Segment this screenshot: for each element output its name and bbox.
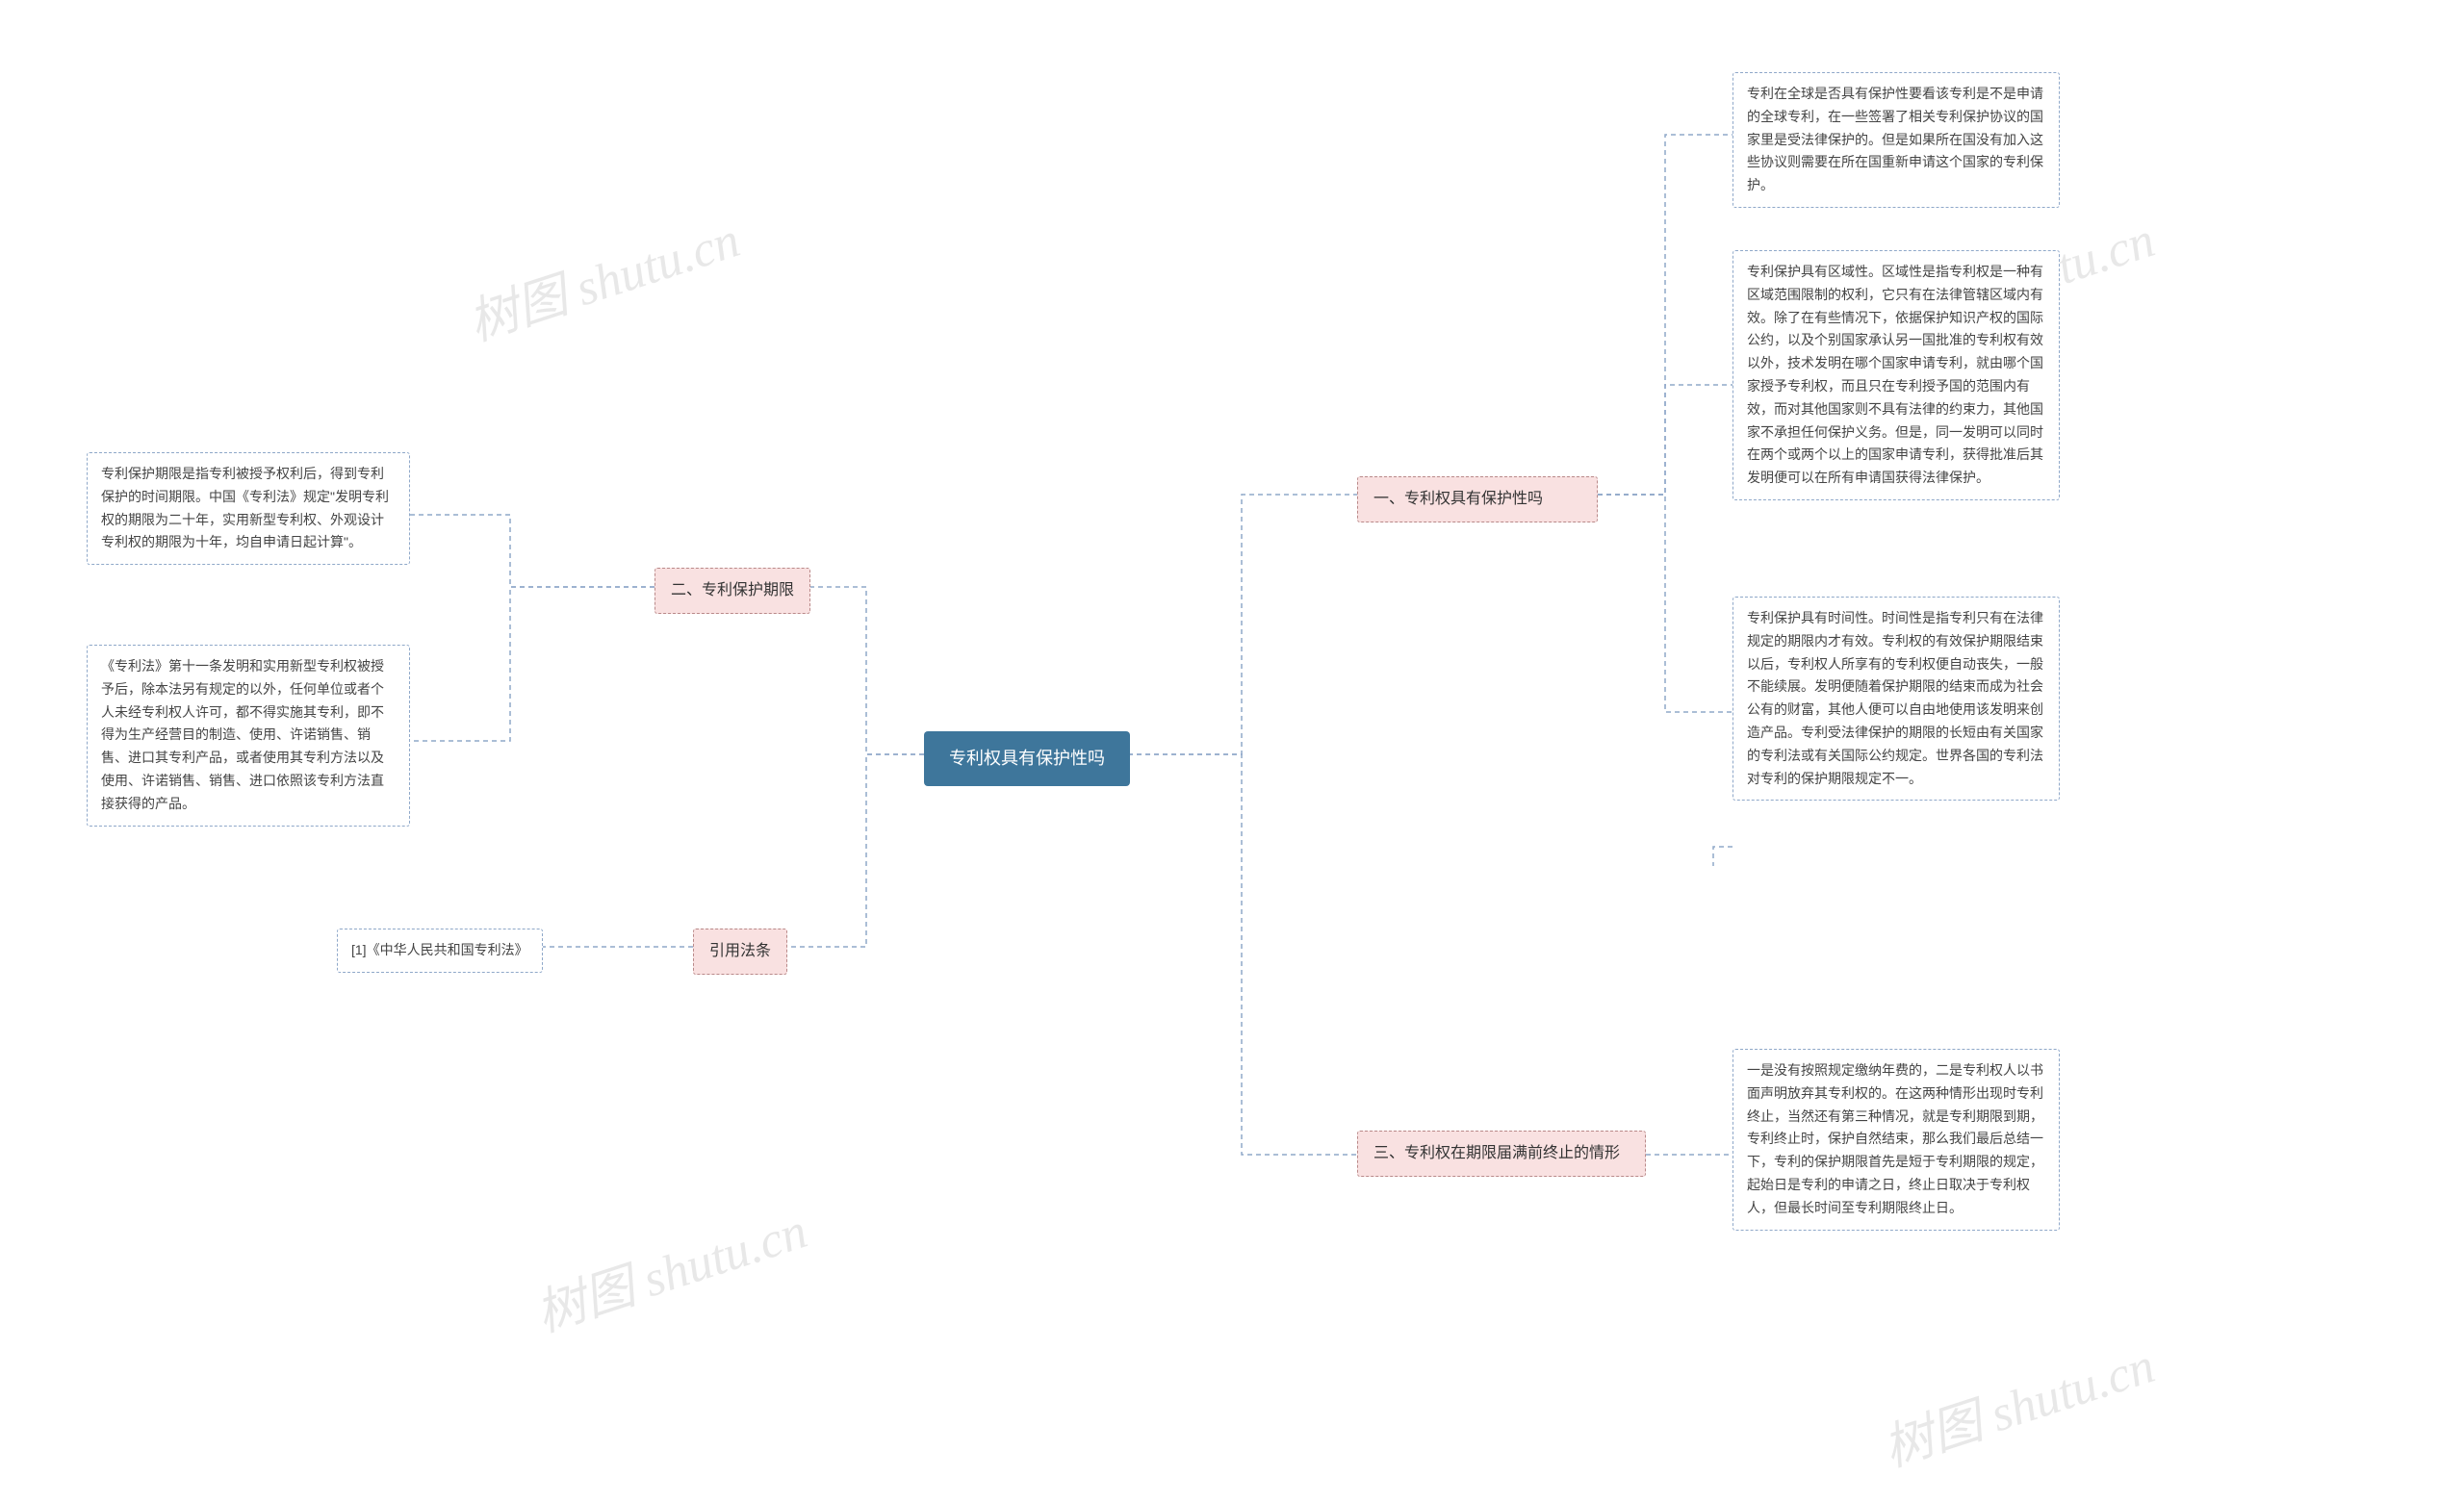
leaf-2b[interactable]: 《专利法》第十一条发明和实用新型专利权被授予后，除本法另有规定的以外，任何单位或… <box>87 645 410 827</box>
branch-3[interactable]: 三、专利权在期限届满前终止的情形 <box>1357 1131 1646 1177</box>
central-node[interactable]: 专利权具有保护性吗 <box>924 731 1130 786</box>
watermark: 树图 shutu.cn <box>1873 1325 2163 1480</box>
watermark: 树图 shutu.cn <box>458 199 748 354</box>
leaf-4a[interactable]: [1]《中华人民共和国专利法》 <box>337 929 543 973</box>
mindmap-canvas: 树图 shutu.cn 树图 shutu.cn 树图 shutu.cn 树图 s… <box>0 0 2464 1502</box>
branch-4[interactable]: 引用法条 <box>693 929 787 975</box>
leaf-1c[interactable]: 专利保护具有时间性。时间性是指专利只有在法律规定的期限内才有效。专利权的有效保护… <box>1732 597 2060 801</box>
leaf-2a[interactable]: 专利保护期限是指专利被授予权利后，得到专利保护的时间期限。中国《专利法》规定"发… <box>87 452 410 565</box>
watermark: 树图 shutu.cn <box>526 1190 815 1345</box>
leaf-1a[interactable]: 专利在全球是否具有保护性要看该专利是不是申请的全球专利，在一些签署了相关专利保护… <box>1732 72 2060 208</box>
branch-2[interactable]: 二、专利保护期限 <box>654 568 810 614</box>
branch-1[interactable]: 一、专利权具有保护性吗 <box>1357 476 1598 522</box>
leaf-1b[interactable]: 专利保护具有区域性。区域性是指专利权是一种有区域范围限制的权利，它只有在法律管辖… <box>1732 250 2060 500</box>
leaf-3a[interactable]: 一是没有按照规定缴纳年费的，二是专利权人以书面声明放弃其专利权的。在这两种情形出… <box>1732 1049 2060 1231</box>
